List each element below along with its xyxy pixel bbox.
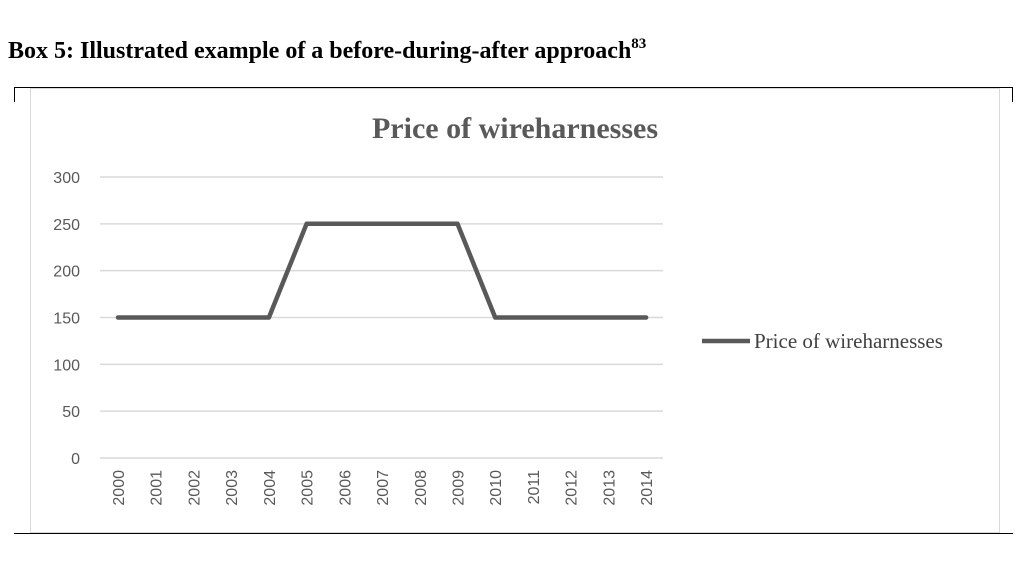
y-tick-label: 50 [62, 404, 80, 421]
box-frame [14, 87, 1013, 534]
series-line [115, 221, 649, 320]
x-tick-label: 2011 [526, 470, 543, 505]
chart-frame [30, 88, 1000, 533]
x-tick-label: 2007 [375, 470, 392, 506]
footnote-ref: 83 [631, 36, 647, 52]
x-tick-label: 2013 [601, 470, 618, 506]
x-tick-label: 2010 [488, 470, 505, 506]
box-title-text: Box 5: Illustrated example of a before-d… [8, 38, 632, 64]
y-tick-label: 250 [53, 217, 80, 234]
x-tick-label: 2006 [337, 470, 354, 506]
x-tick-label: 2009 [450, 470, 467, 506]
chart-title: Price of wireharnesses [372, 112, 658, 145]
box-frame-left-cap [14, 88, 15, 102]
x-tick-label: 2003 [224, 470, 241, 506]
x-tick-label: 2002 [186, 470, 203, 506]
legend: Price of wireharnesses [702, 329, 943, 353]
x-tick-label: 2000 [111, 470, 128, 506]
x-tick-label: 2004 [262, 470, 279, 506]
y-tick-label: 150 [53, 311, 80, 328]
x-tick-label: 2014 [639, 470, 656, 506]
x-tick-label: 2008 [413, 470, 430, 506]
x-axis-ticks: 2000 2001 2002 2003 2004 2005 2006 2007 2008 2009… [111, 470, 656, 506]
box-frame-right-cap [1012, 88, 1013, 102]
y-tick-label: 100 [53, 357, 80, 374]
x-tick-label: 2001 [149, 470, 166, 506]
box-title: Box 5: Illustrated example of a before-d… [8, 36, 646, 65]
y-axis-ticks: 0 50 100 150 200 250 300 [53, 170, 80, 468]
legend-label: Price of wireharnesses [754, 329, 943, 353]
x-tick-label: 2012 [564, 470, 581, 506]
y-tick-label: 0 [71, 451, 80, 468]
y-tick-label: 300 [53, 170, 80, 187]
y-tick-label: 200 [53, 264, 80, 281]
series-group [115, 221, 649, 320]
x-tick-label: 2005 [300, 470, 317, 506]
